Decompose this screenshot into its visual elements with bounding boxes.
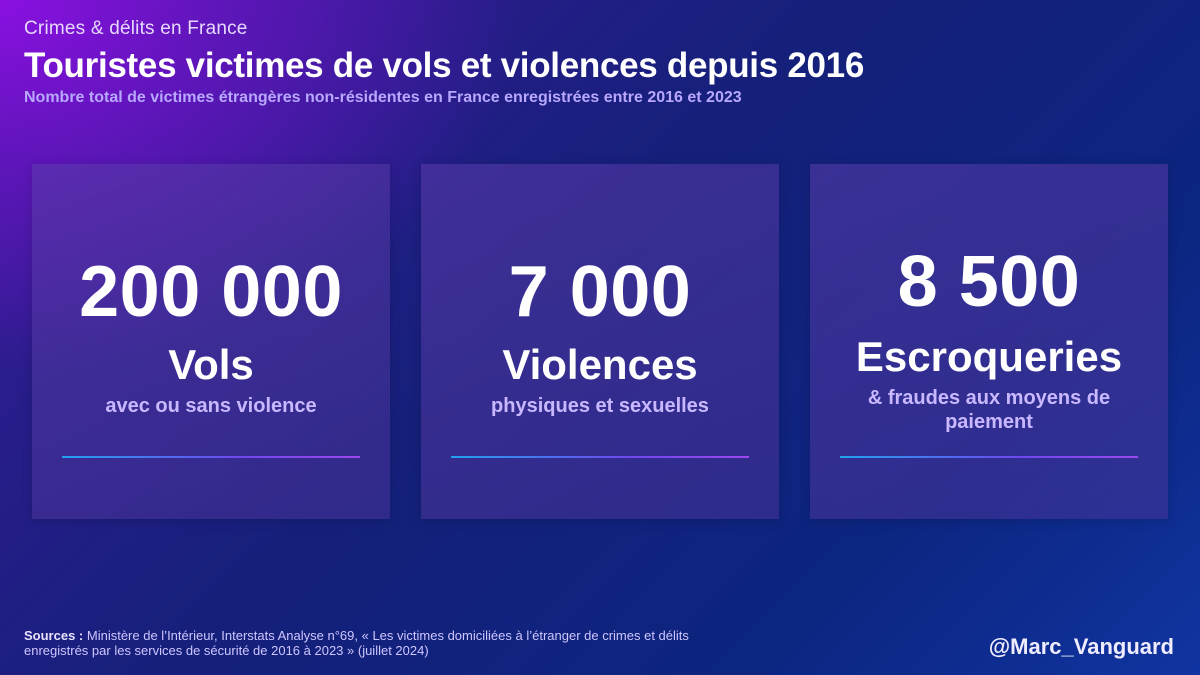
stat-card-escroqueries: 8 500 Escroqueries & fraudes aux moyens … [810, 164, 1168, 519]
kicker: Crimes & délits en France [24, 18, 248, 39]
card-divider [62, 456, 360, 458]
stat-label: Violences [502, 341, 698, 388]
stat-label: Escroqueries [855, 333, 1123, 380]
stat-description: physiques et sexuelles [491, 395, 709, 417]
chart-subtitle: Nombre total de victimes étrangères non-… [24, 89, 742, 106]
stat-value: 200 000 [79, 252, 343, 332]
card-divider [840, 456, 1138, 458]
sources-text: Ministère de l’Intérieur, Interstats Ana… [24, 628, 689, 658]
stat-description: avec ou sans violence [105, 395, 317, 417]
stat-card-vols: 200 000 Vols avec ou sans violence [32, 164, 390, 519]
stat-card-violences: 7 000 Violences physiques et sexuelles [421, 164, 779, 519]
sources-label: Sources : [24, 628, 84, 643]
sources: Sources : Ministère de l’Intérieur, Inte… [24, 628, 744, 658]
stat-label: Vols [168, 341, 254, 388]
stat-description: & fraudes aux moyens de paiement [867, 387, 1111, 433]
author-handle: @Marc_Vanguard [988, 634, 1174, 659]
stat-value: 8 500 [897, 242, 1081, 322]
chart-title: Touristes victimes de vols et violences … [24, 46, 864, 85]
stat-value: 7 000 [508, 252, 692, 332]
card-divider [451, 456, 749, 458]
